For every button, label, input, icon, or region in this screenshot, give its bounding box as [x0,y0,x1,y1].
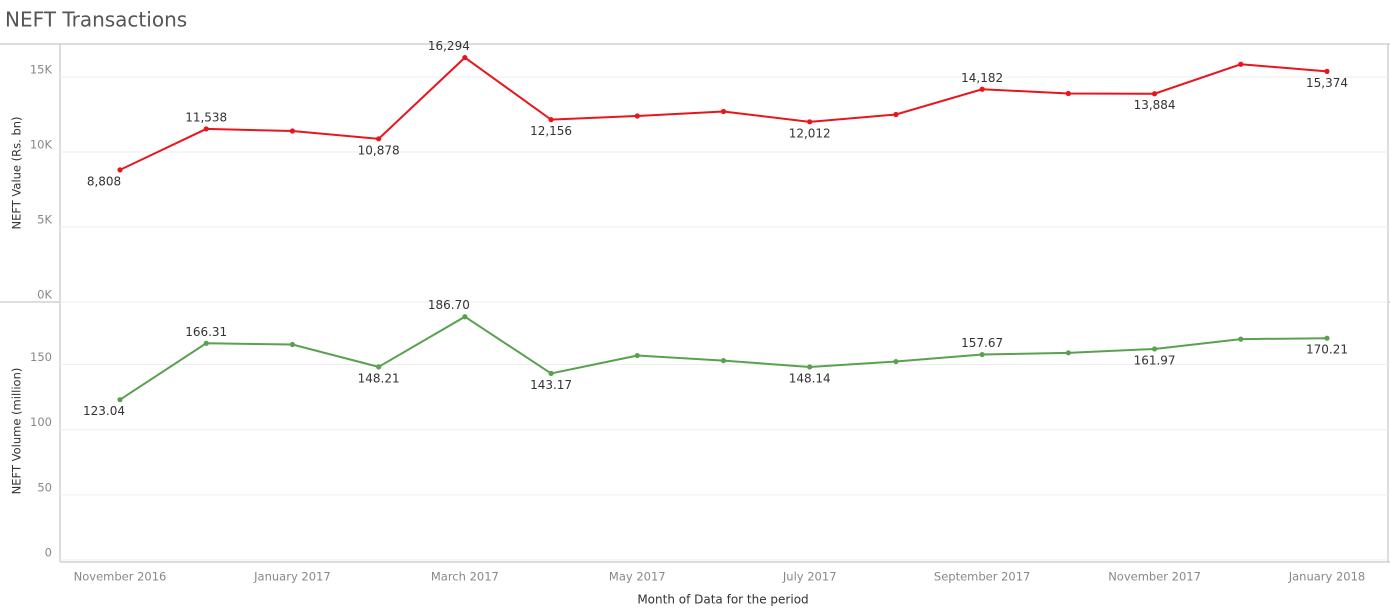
point [548,370,554,377]
value-label: 11,538 [185,110,227,124]
point [1065,350,1071,356]
point [807,119,813,125]
y-tick-label: 150 [30,350,52,364]
point [289,128,296,134]
x-tick-label: July 2017 [782,570,837,584]
y-tick-label: 50 [37,480,52,494]
value-label: 123.04 [83,404,125,418]
point [720,358,727,364]
value-label: 161.97 [1134,353,1176,367]
value-label: 10,878 [358,143,400,157]
y-axis-label: NEFT Volume (million) [10,368,24,495]
point [117,167,123,173]
point [1065,90,1071,97]
y-tick-label: 10K [30,138,53,152]
point [376,136,382,142]
value-label: 170.21 [1306,343,1348,357]
value-label: 148.14 [789,371,831,385]
y-tick-label: 100 [30,415,52,429]
point [979,351,985,358]
point [1151,91,1158,97]
point [1324,335,1330,341]
point [979,86,985,92]
point [634,352,640,359]
value-label: 14,182 [961,71,1003,85]
value-label: 157.67 [961,336,1003,350]
value-label: 12,156 [530,124,572,138]
value-label: 166.31 [185,325,227,339]
x-tick-label: January 2018 [1288,570,1366,584]
x-tick-label: January 2017 [253,570,331,584]
value-label: 16,294 [428,39,470,53]
point [203,126,209,132]
y-axis-label: NEFT Value (Rs. bn) [10,116,24,229]
y-tick-label: 15K [30,63,53,77]
point [1151,346,1158,352]
point [634,113,640,119]
point [1238,336,1244,342]
x-tick-label: March 2017 [431,570,499,584]
point [1324,68,1330,74]
value-label: 148.21 [358,371,400,385]
value-label: 13,884 [1134,98,1176,112]
point [462,314,468,320]
point [462,54,468,61]
x-tick-label: September 2017 [934,570,1031,584]
value-label: 186.70 [428,298,470,312]
point [117,397,123,403]
x-tick-label: May 2017 [609,570,666,584]
x-tick-label: November 2017 [1108,570,1201,584]
point [548,117,554,123]
point [807,364,813,370]
chart-title: NEFT Transactions [5,8,187,32]
x-tick-label: November 2016 [74,570,167,584]
point [893,358,899,365]
y-tick-label: 0 [45,546,52,560]
value-label: 8,808 [87,174,121,188]
point [376,364,382,370]
point [289,341,296,348]
y-tick-label: 5K [37,213,52,227]
y-tick-label: 0K [37,288,52,302]
point [893,111,899,118]
point [1238,61,1244,67]
value-label: 143.17 [530,378,572,392]
point [720,108,727,115]
point [203,340,209,346]
x-axis-label: Month of Data for the period [637,593,808,607]
value-label: 12,012 [789,126,831,140]
value-label: 15,374 [1306,76,1348,90]
